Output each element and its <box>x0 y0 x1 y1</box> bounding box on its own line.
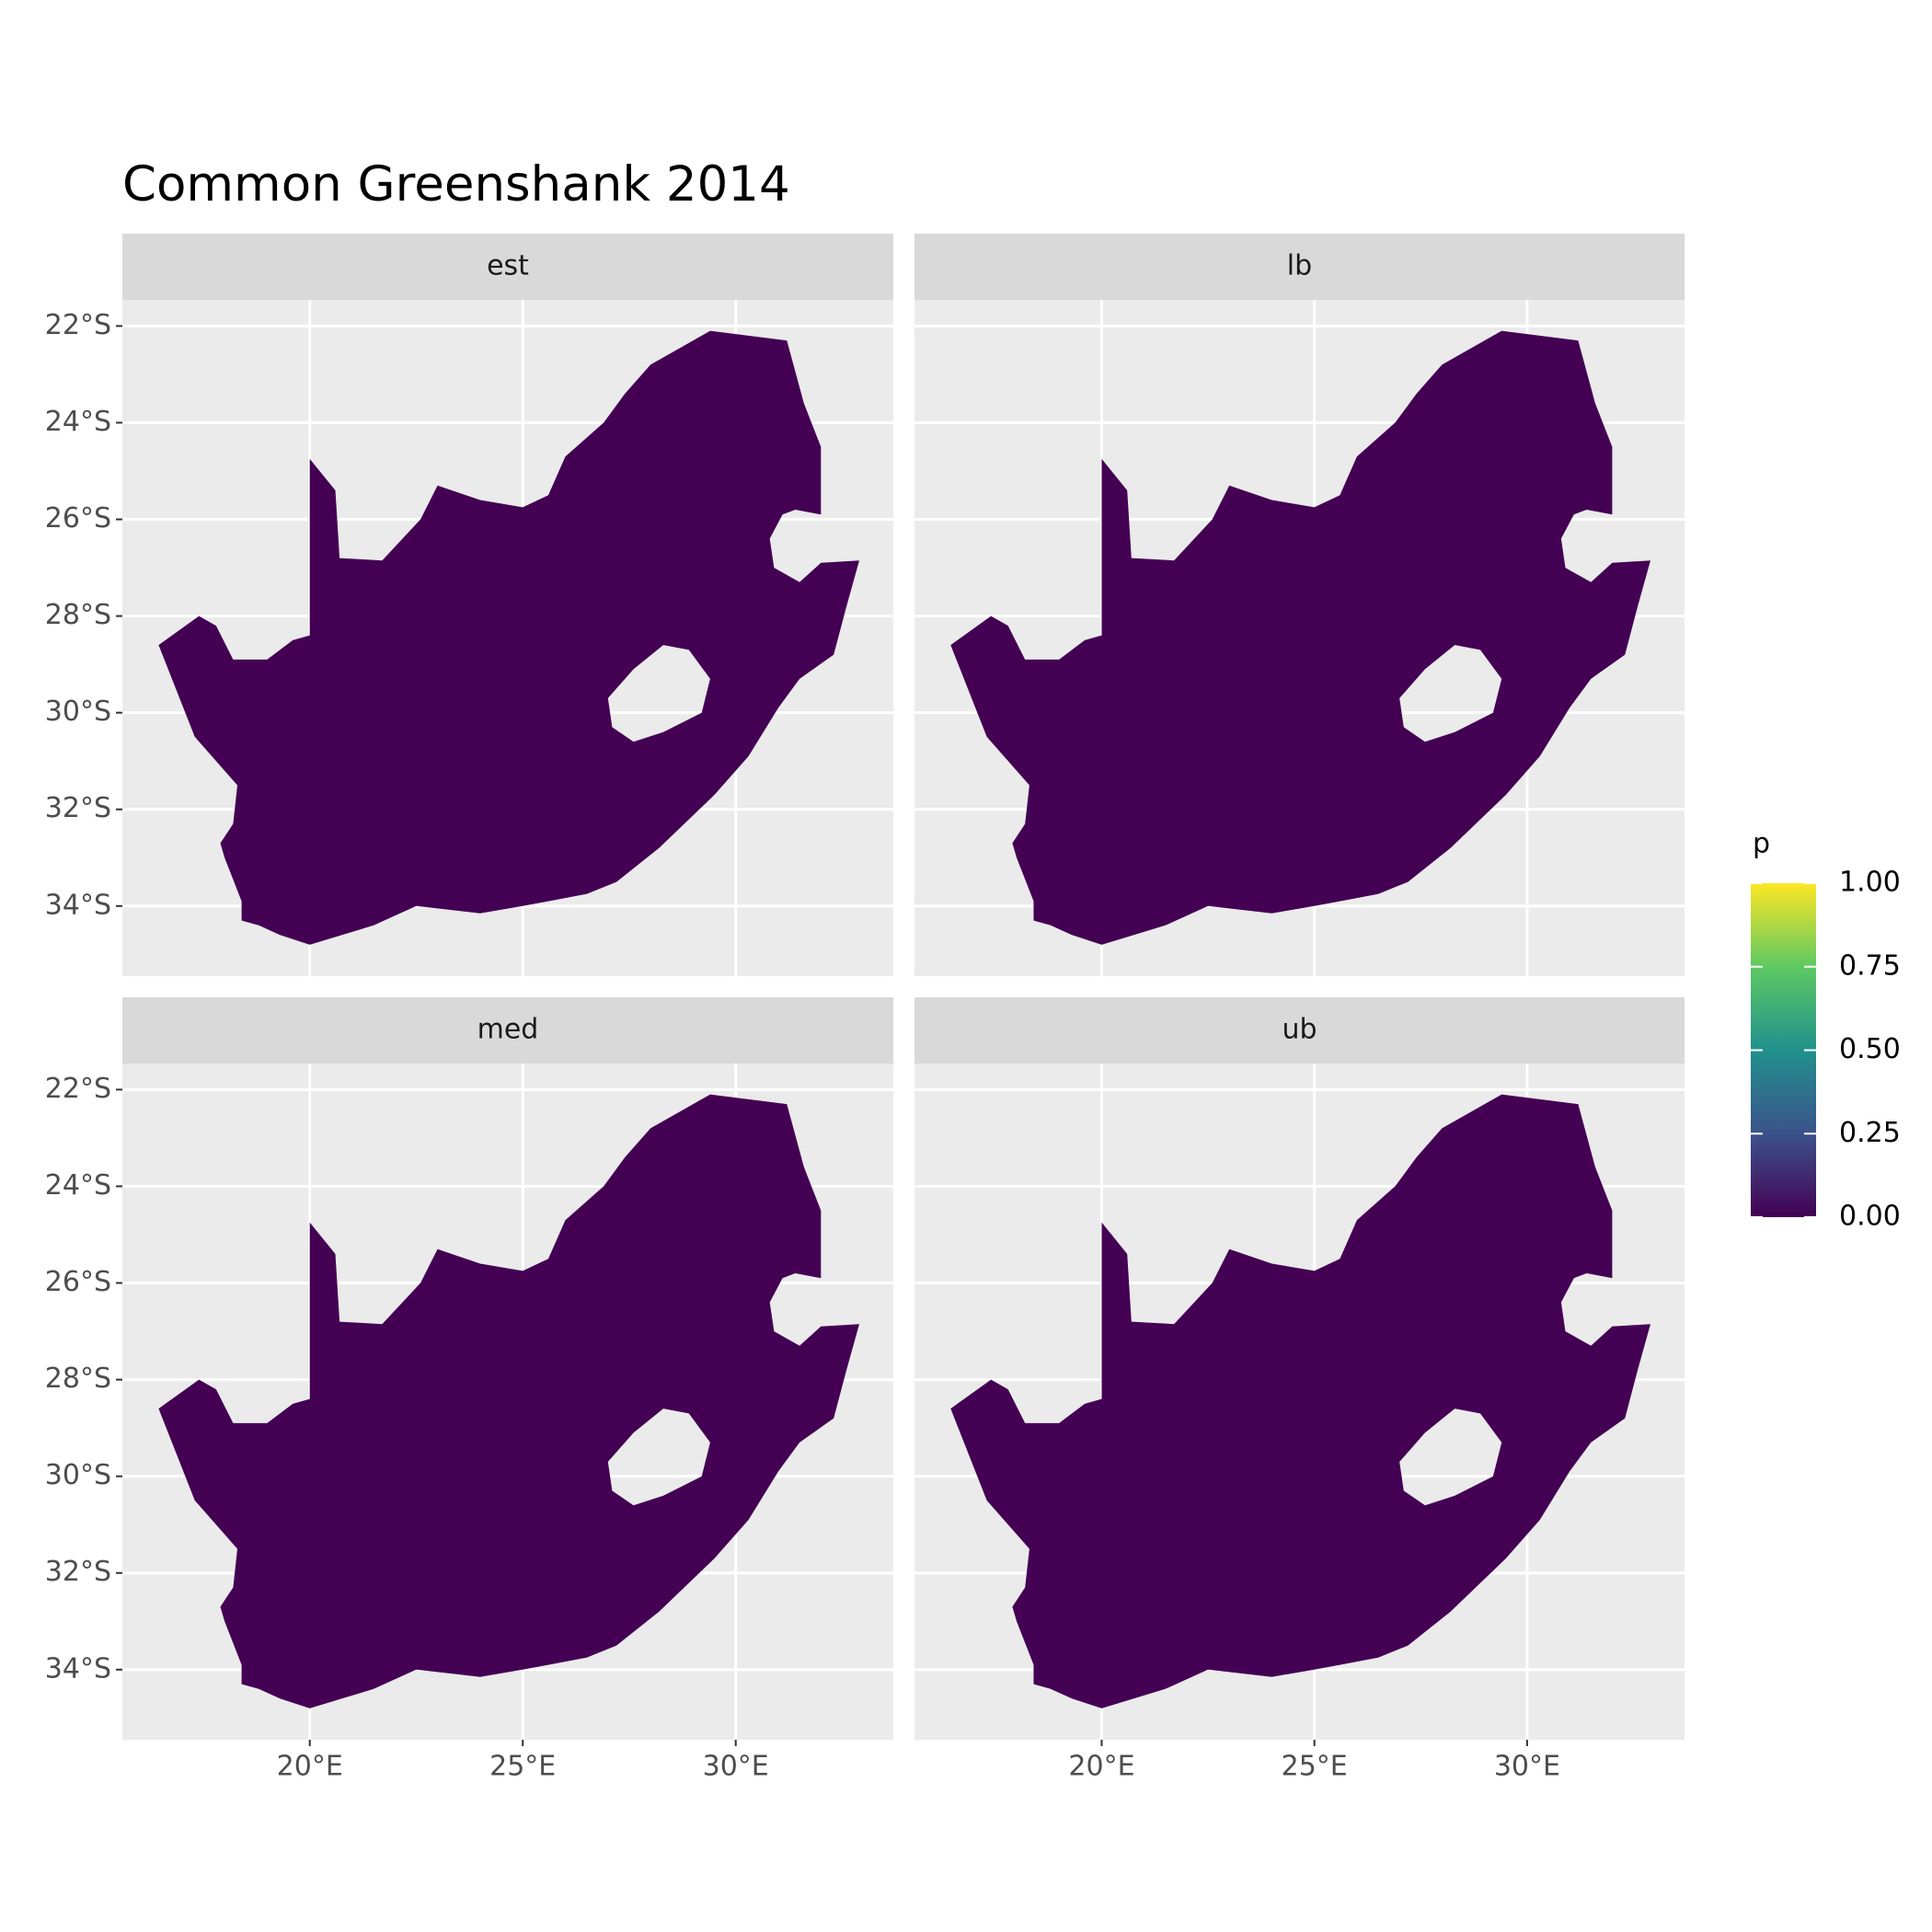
y-tick-label: 26°S <box>45 502 111 535</box>
x-tick-label: 30°E <box>1494 1751 1560 1783</box>
legend-label: 0.00 <box>1839 1201 1901 1233</box>
strip-text: med <box>477 1014 539 1046</box>
strip <box>914 234 1685 300</box>
legend-title: p <box>1753 828 1770 860</box>
y-tick-label: 26°S <box>45 1266 111 1298</box>
y-tick-label: 34°S <box>45 889 111 921</box>
y-tick-label: 24°S <box>45 1169 111 1202</box>
x-tick-label: 25°E <box>1282 1751 1348 1783</box>
legend-label: 0.75 <box>1839 949 1901 982</box>
y-tick-label: 30°S <box>45 696 111 728</box>
country-map <box>950 330 1650 945</box>
x-tick-label: 30°E <box>703 1751 769 1783</box>
y-tick-label: 24°S <box>45 406 111 438</box>
y-tick-label: 28°S <box>45 1363 111 1395</box>
y-tick-label: 28°S <box>45 599 111 631</box>
y-tick-label: 22°S <box>45 1073 111 1105</box>
strip <box>122 234 893 300</box>
strip <box>914 997 1685 1064</box>
x-tick-label: 20°E <box>1068 1751 1134 1783</box>
y-tick-label: 32°S <box>45 1556 111 1588</box>
legend-label: 0.50 <box>1839 1033 1901 1065</box>
strip-text: est <box>487 250 529 282</box>
x-tick-label: 25°E <box>489 1751 556 1783</box>
chart-title: Common Greenshank 2014 <box>122 156 790 213</box>
y-tick-label: 32°S <box>45 792 111 824</box>
y-tick-label: 30°S <box>45 1459 111 1491</box>
x-tick-label: 20°E <box>277 1751 343 1783</box>
strip <box>122 997 893 1064</box>
y-tick-label: 22°S <box>45 309 111 341</box>
country-map <box>950 1094 1650 1708</box>
country-map <box>158 1094 859 1708</box>
legend-label: 0.25 <box>1839 1117 1901 1149</box>
strip-text: lb <box>1287 250 1312 282</box>
strip-text: ub <box>1282 1014 1317 1046</box>
y-tick-label: 34°S <box>45 1652 111 1685</box>
country-map <box>158 330 859 945</box>
legend-label: 1.00 <box>1839 867 1901 899</box>
